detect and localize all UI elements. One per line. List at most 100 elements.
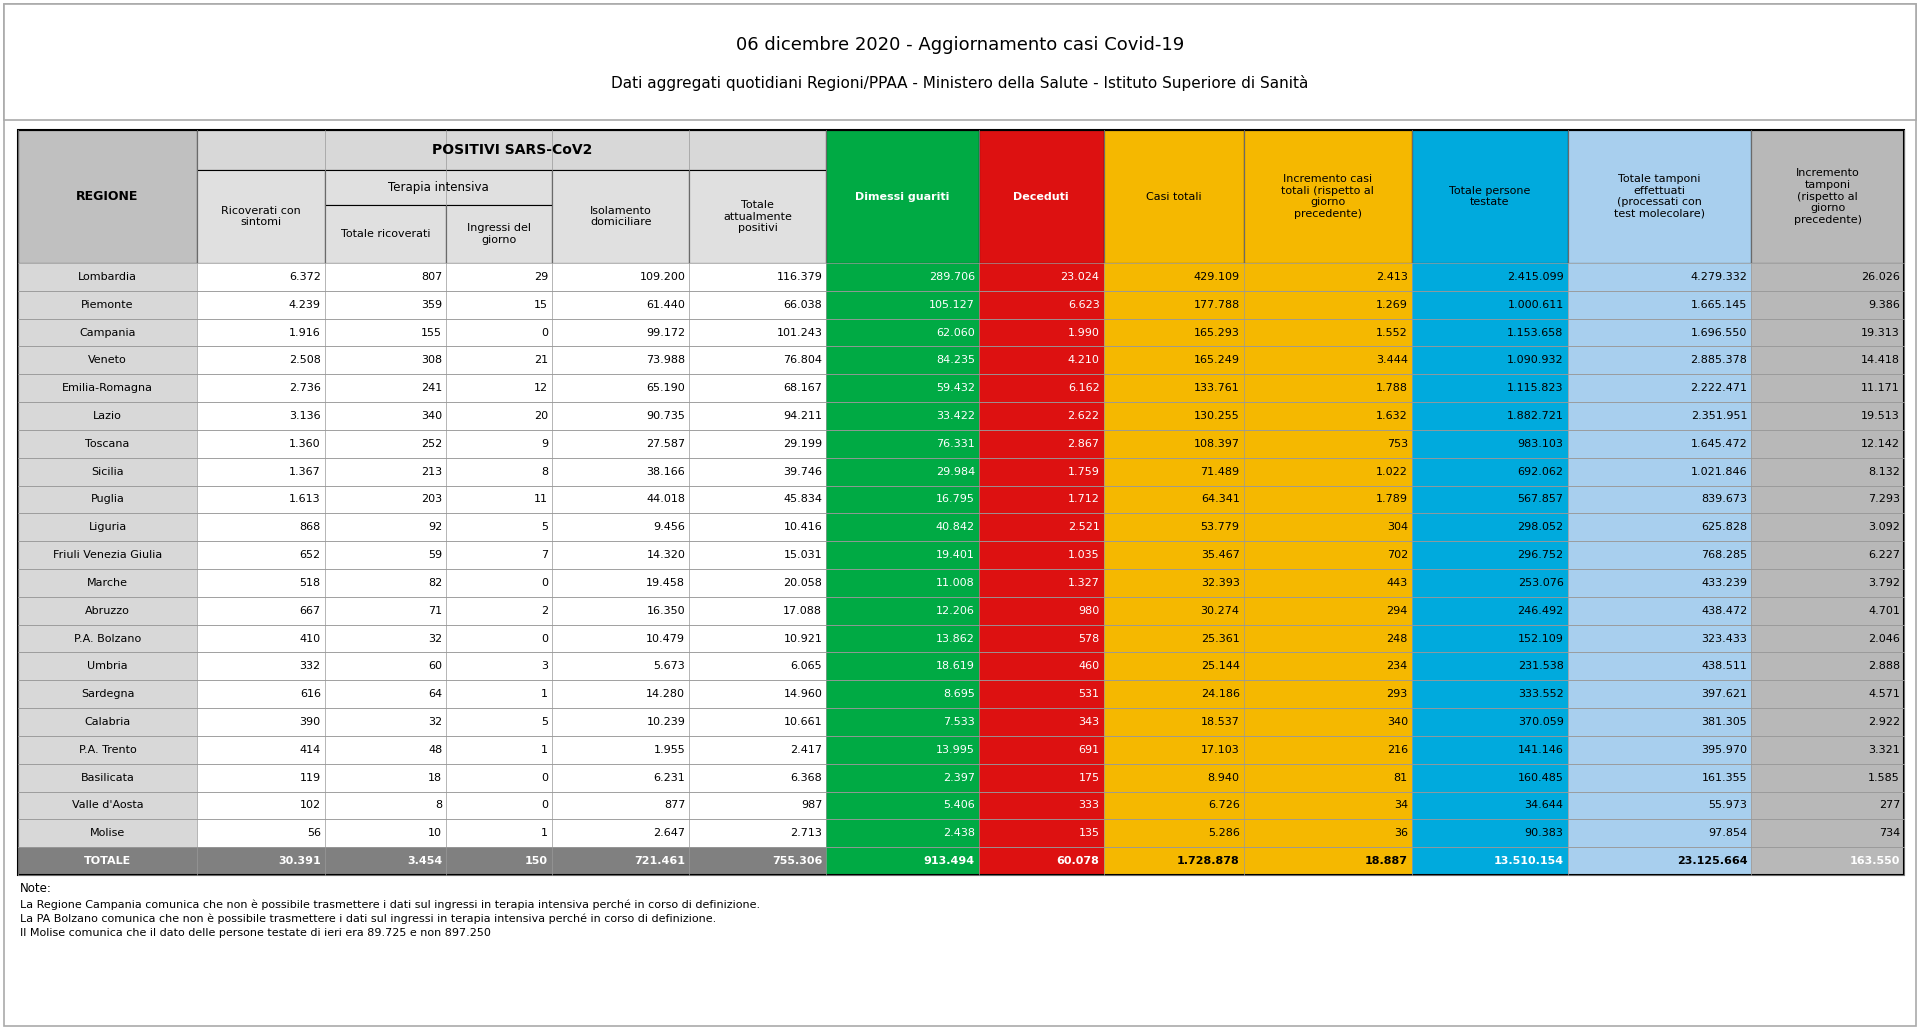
Bar [1411, 569, 1567, 596]
Text: 13.995: 13.995 [937, 745, 975, 755]
Bar [17, 652, 198, 680]
Text: 1.788: 1.788 [1377, 383, 1407, 393]
Bar [826, 819, 979, 848]
Bar [1104, 513, 1244, 541]
Bar [198, 624, 324, 652]
Text: 1.696.550: 1.696.550 [1692, 328, 1747, 338]
Bar [1411, 708, 1567, 735]
Bar [1751, 346, 1905, 374]
Bar [979, 318, 1104, 346]
Bar [324, 513, 445, 541]
Text: 4.239: 4.239 [288, 300, 321, 310]
Text: 1.882.721: 1.882.721 [1507, 411, 1563, 421]
Text: 34: 34 [1394, 800, 1407, 811]
Bar [1411, 652, 1567, 680]
Bar [1244, 374, 1411, 402]
Text: 11.171: 11.171 [1860, 383, 1901, 393]
Bar [198, 735, 324, 763]
Text: Totale ricoverati: Totale ricoverati [340, 229, 430, 239]
Bar [979, 485, 1104, 513]
Bar [17, 680, 198, 708]
Text: Abruzzo: Abruzzo [84, 606, 131, 616]
Text: 06 dicembre 2020 - Aggiornamento casi Covid-19: 06 dicembre 2020 - Aggiornamento casi Co… [735, 36, 1185, 54]
Bar [17, 819, 198, 848]
Bar [198, 170, 324, 263]
Bar [826, 763, 979, 791]
Bar [979, 402, 1104, 430]
Bar [1411, 680, 1567, 708]
Text: 234: 234 [1386, 661, 1407, 672]
Text: 868: 868 [300, 522, 321, 533]
Bar [1567, 430, 1751, 457]
Bar [17, 346, 198, 374]
Text: 1.035: 1.035 [1068, 550, 1100, 560]
Bar [324, 735, 445, 763]
Bar [1411, 763, 1567, 791]
Text: 839.673: 839.673 [1701, 494, 1747, 505]
Text: Totale tamponi
effettuati
(processati con
test molecolare): Totale tamponi effettuati (processati co… [1615, 174, 1705, 219]
Bar [1751, 735, 1905, 763]
Bar [1567, 130, 1751, 263]
Bar [1567, 848, 1751, 876]
Bar [689, 346, 826, 374]
Bar [1104, 318, 1244, 346]
Bar [1104, 290, 1244, 318]
Text: 8: 8 [436, 800, 442, 811]
Bar [689, 263, 826, 290]
Text: 25.144: 25.144 [1200, 661, 1240, 672]
Text: 6.726: 6.726 [1208, 800, 1240, 811]
Text: 94.211: 94.211 [783, 411, 822, 421]
Bar [1104, 541, 1244, 569]
Bar [1411, 513, 1567, 541]
Bar [689, 402, 826, 430]
Bar [689, 596, 826, 624]
Bar [1751, 624, 1905, 652]
Bar [1567, 263, 1751, 290]
Bar [1244, 485, 1411, 513]
Text: 175: 175 [1079, 772, 1100, 783]
Text: 161.355: 161.355 [1701, 772, 1747, 783]
Text: 370.059: 370.059 [1517, 717, 1563, 727]
Bar [553, 402, 689, 430]
Bar [17, 263, 1905, 290]
Bar [198, 708, 324, 735]
Bar [553, 569, 689, 596]
Text: 65.190: 65.190 [647, 383, 685, 393]
Bar [1104, 430, 1244, 457]
Text: 19.313: 19.313 [1860, 328, 1901, 338]
Text: 438.511: 438.511 [1701, 661, 1747, 672]
Text: 19.513: 19.513 [1860, 411, 1901, 421]
Bar [553, 596, 689, 624]
Bar [17, 708, 198, 735]
Text: 19.401: 19.401 [937, 550, 975, 560]
Bar [17, 624, 1905, 652]
Bar [1244, 318, 1411, 346]
Bar [1751, 485, 1905, 513]
Bar [826, 848, 979, 876]
Bar [445, 205, 553, 263]
Bar [1751, 680, 1905, 708]
Bar [17, 374, 1905, 402]
Text: 1.115.823: 1.115.823 [1507, 383, 1563, 393]
Bar [1411, 791, 1567, 819]
Text: 68.167: 68.167 [783, 383, 822, 393]
Bar [324, 318, 445, 346]
Bar [198, 346, 324, 374]
Bar [445, 318, 553, 346]
Text: 433.239: 433.239 [1701, 578, 1747, 588]
Text: 203: 203 [420, 494, 442, 505]
Bar [198, 848, 324, 876]
Bar [689, 318, 826, 346]
Bar [689, 569, 826, 596]
Text: 1.327: 1.327 [1068, 578, 1100, 588]
Text: 32: 32 [428, 717, 442, 727]
Bar [689, 170, 826, 263]
Bar [1411, 263, 1567, 290]
Text: 38.166: 38.166 [647, 467, 685, 477]
Text: 343: 343 [1079, 717, 1100, 727]
Bar [198, 791, 324, 819]
Text: 294: 294 [1386, 606, 1407, 616]
Bar [17, 624, 198, 652]
Text: 753: 753 [1386, 439, 1407, 449]
Bar [689, 763, 826, 791]
